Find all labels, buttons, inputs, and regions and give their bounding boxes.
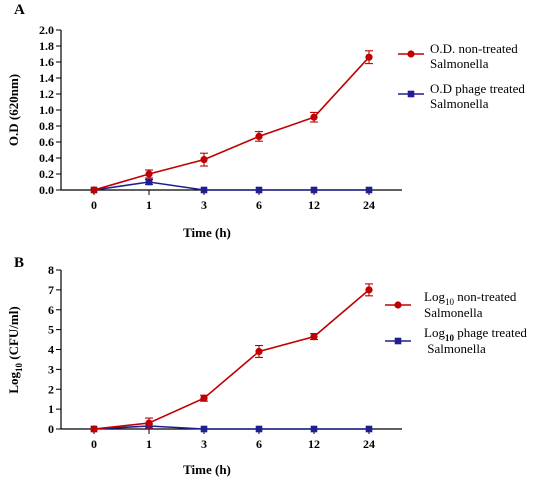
- series-line-non-treated: [93, 56, 370, 191]
- data-point-phage-treated: [200, 425, 208, 433]
- y-tick-label: 1.0: [39, 103, 54, 117]
- panel-a-y-axis-title: O.D (620nm): [6, 74, 21, 146]
- panel-b-letter: B: [14, 255, 24, 271]
- x-tick-label: 6: [256, 437, 262, 451]
- series-line-phage-treated: [93, 181, 369, 191]
- panel-a-plot-area: 0.0 0.2 0.4 0.6 0.8 1.0 1.2 1.4 1.6 1.8 2.0 0 1 3 6 12 2…: [39, 23, 402, 212]
- legend-label-non-treated: Log10 non-treated Salmonella: [424, 289, 517, 320]
- y-tick-label: 1.4: [39, 71, 54, 85]
- data-point-non-treated: [255, 132, 263, 140]
- panel-a: A O.D (620nm) Time (h) 0.0 0.2 0.4 0.6 0.8 1.…: [6, 2, 525, 240]
- data-point-non-treated: [310, 332, 318, 341]
- data-point-phage-treated: [310, 186, 318, 194]
- legend-marker-non-treated: [394, 301, 402, 309]
- legend-label-phage-treated: Log10 phage treated Salmonella: [424, 325, 527, 356]
- x-tick-label: 24: [363, 198, 375, 212]
- y-tick-label: 7: [48, 283, 54, 297]
- y-tick-label: 0.2: [39, 167, 54, 181]
- x-tick-label: 12: [308, 437, 320, 451]
- x-tick-label: 1: [146, 437, 152, 451]
- data-point-non-treated: [145, 419, 153, 427]
- y-tick-label: 3: [48, 362, 54, 376]
- panel-b-x-axis-title: Time (h): [183, 462, 231, 477]
- panel-a-x-axis-title: Time (h): [183, 225, 231, 240]
- data-point-non-treated: [145, 170, 153, 178]
- data-point-non-treated: [90, 425, 98, 433]
- x-tick-label: 3: [201, 437, 207, 451]
- data-point-phage-treated: [310, 425, 318, 433]
- legend-marker-phage-treated: [394, 337, 402, 345]
- y-tick-label: 1.2: [39, 87, 54, 101]
- x-tick-label: 6: [256, 198, 262, 212]
- data-point-phage-treated: [145, 178, 153, 186]
- y-tick-label: 0.4: [39, 151, 54, 165]
- y-tick-label: 4: [48, 343, 54, 357]
- legend-label-phage-treated: O.D phage treated Salmonella: [430, 81, 525, 111]
- y-tick-label: 6: [48, 303, 54, 317]
- data-point-phage-treated: [255, 425, 263, 433]
- legend-marker-phage-treated: [407, 90, 415, 98]
- y-tick-label: 0.0: [39, 183, 54, 197]
- data-point-phage-treated: [365, 186, 373, 194]
- panel-b-legend: Log10 non-treated Salmonella Log10 phage t…: [385, 289, 527, 356]
- y-tick-label: 0: [48, 422, 54, 436]
- y-tick-label: 1.8: [39, 39, 54, 53]
- x-tick-label: 0: [91, 437, 97, 451]
- x-tick-label: 24: [363, 437, 375, 451]
- y-tick-label: 2: [48, 382, 54, 396]
- y-tick-label: 1: [48, 402, 54, 416]
- data-point-non-treated: [200, 156, 208, 164]
- x-tick-label: 3: [201, 198, 207, 212]
- data-point-non-treated: [200, 394, 208, 402]
- y-tick-label: 5: [48, 323, 54, 337]
- panel-a-legend: O.D. non-treated Salmonella O.D phage trea…: [398, 41, 525, 111]
- panel-a-letter: A: [14, 2, 25, 18]
- data-point-non-treated: [255, 347, 263, 356]
- data-point-non-treated: [90, 186, 98, 194]
- x-tick-label: 1: [146, 198, 152, 212]
- y-tick-label: 0.6: [39, 135, 54, 149]
- panel-b-y-axis-title: Log10 (CFU/ml): [6, 306, 24, 393]
- y-tick-label: 8: [48, 263, 54, 277]
- legend-marker-non-treated: [407, 50, 415, 58]
- data-point-phage-treated: [255, 186, 263, 194]
- y-tick-label: 0.8: [39, 119, 54, 133]
- data-point-non-treated: [310, 113, 318, 121]
- series-line-non-treated: [93, 289, 370, 430]
- data-point-non-treated: [365, 53, 373, 61]
- data-point-phage-treated: [365, 425, 373, 433]
- data-point-non-treated: [365, 286, 373, 294]
- y-tick-label: 2.0: [39, 23, 54, 37]
- legend-label-non-treated: O.D. non-treated Salmonella: [430, 41, 518, 71]
- series-line-phage-treated: [93, 425, 369, 430]
- x-tick-label: 12: [308, 198, 320, 212]
- y-tick-label: 1.6: [39, 55, 54, 69]
- x-tick-label: 0: [91, 198, 97, 212]
- data-point-phage-treated: [200, 186, 208, 194]
